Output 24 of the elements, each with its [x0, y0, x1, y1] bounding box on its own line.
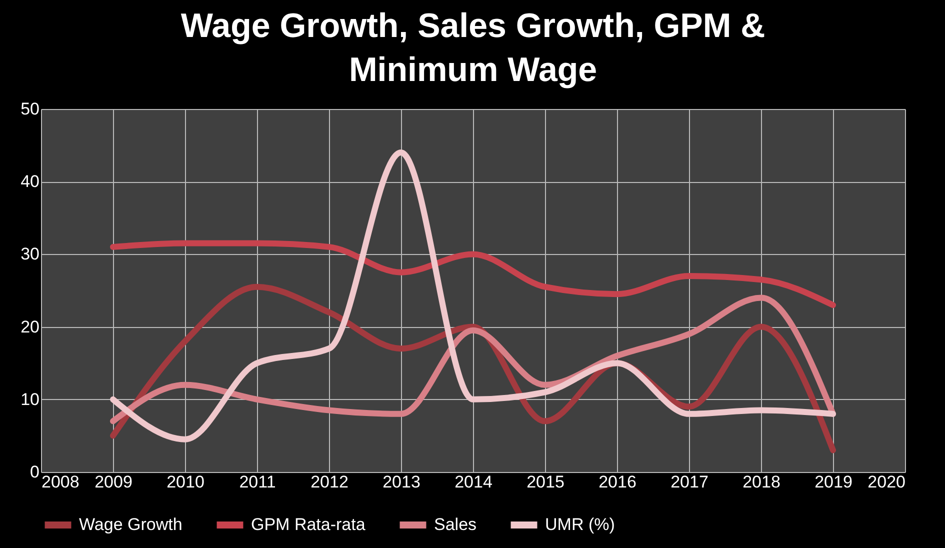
- x-tick-label: 2010: [166, 472, 204, 492]
- x-tick-label: 2015: [526, 472, 564, 492]
- legend-label: Sales: [434, 515, 477, 534]
- legend-label: Wage Growth: [79, 515, 182, 534]
- x-tick-label: 2019: [814, 472, 852, 492]
- x-tick-label: 2011: [239, 472, 276, 492]
- x-tick-label: 2020: [868, 472, 906, 492]
- chart-title: Wage Growth, Sales Growth, GPM & Minimum Wage: [180, 7, 766, 89]
- y-tick-label: 30: [20, 244, 40, 264]
- x-tick-label: 2009: [94, 472, 132, 492]
- legend-label: UMR (%): [545, 515, 615, 534]
- x-tick-label: 2012: [310, 472, 348, 492]
- x-tick-label: 2018: [742, 472, 780, 492]
- y-tick-label: 0: [30, 462, 40, 482]
- x-tick-label: 2008: [42, 472, 80, 492]
- y-tick-label: 20: [20, 317, 40, 336]
- x-tick-label: 2017: [670, 472, 708, 492]
- y-tick-label: 40: [20, 172, 40, 192]
- y-tick-label: 10: [20, 390, 40, 409]
- legend-label: GPM Rata-rata: [251, 515, 366, 534]
- y-tick-label: 50: [20, 100, 40, 118]
- x-tick-label: 2014: [454, 472, 492, 492]
- x-tick-label: 2013: [382, 472, 420, 492]
- x-tick-label: 2016: [598, 472, 636, 492]
